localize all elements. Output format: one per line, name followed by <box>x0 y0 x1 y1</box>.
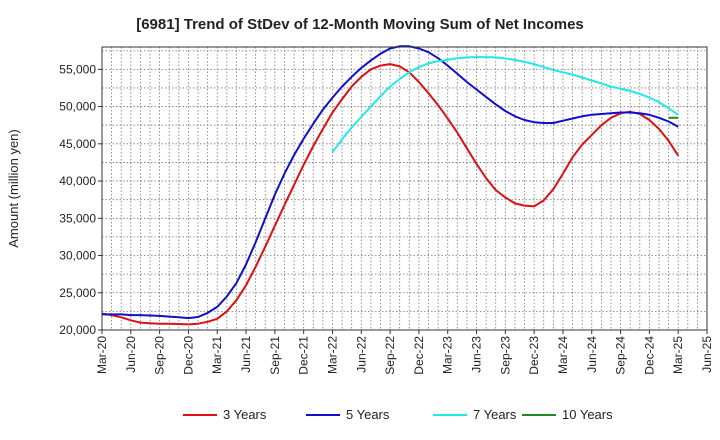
y-tick-label: 20,000 <box>59 323 96 337</box>
series-line-3-years <box>101 63 680 326</box>
x-tick-label: Jun-23 <box>470 336 484 373</box>
x-tick-label: Jun-21 <box>239 336 253 373</box>
x-tick-label: Jun-24 <box>585 336 599 373</box>
x-tick-label: Dec-21 <box>297 336 311 375</box>
legend-label-7-years: 7 Years <box>473 407 517 422</box>
x-tick-label: Mar-24 <box>556 336 570 374</box>
chart-title: [6981] Trend of StDev of 12-Month Moving… <box>136 16 584 33</box>
x-axis: Mar-20 Jun-20 Sep-20 Dec-20 Mar-21 Jun-21 Sep-… <box>95 330 714 375</box>
x-tick-label: Sep-23 <box>498 336 512 375</box>
x-tick-label: Sep-21 <box>268 336 282 375</box>
x-tick-label: Dec-23 <box>527 336 541 375</box>
y-axis-label: Amount (million yen) <box>6 129 21 248</box>
x-tick-label: Mar-23 <box>441 336 455 374</box>
series-lines <box>101 45 680 326</box>
x-tick-label: Mar-21 <box>210 336 224 374</box>
y-tick-label: 55,000 <box>59 62 96 76</box>
plot-frame <box>101 46 708 331</box>
y-tick-label: 25,000 <box>59 286 96 300</box>
legend-label-3-years: 3 Years <box>223 407 267 422</box>
y-tick-label: 50,000 <box>59 100 96 114</box>
y-tick-label: 30,000 <box>59 249 96 263</box>
y-axis: 20,000 25,000 30,000 35,000 40,000 45,000 50,0… <box>59 62 102 337</box>
x-tick-label: Dec-20 <box>181 336 195 375</box>
x-tick-label: Dec-22 <box>412 336 426 375</box>
y-tick-label: 35,000 <box>59 211 96 225</box>
x-tick-label: Sep-22 <box>383 336 397 375</box>
series-line-7-years <box>331 56 679 153</box>
series-line-5-years <box>102 45 679 320</box>
x-tick-label: Jun-20 <box>124 336 138 373</box>
legend: 3 Years 5 Years 7 Years 10 Years <box>183 407 613 422</box>
x-tick-label: Mar-25 <box>671 336 685 374</box>
x-tick-label: Sep-20 <box>153 336 167 375</box>
legend-label-5-years: 5 Years <box>346 407 390 422</box>
y-tick-label: 40,000 <box>59 174 96 188</box>
y-tick-label: 45,000 <box>59 137 96 151</box>
x-tick-label: Sep-24 <box>614 336 628 375</box>
legend-label-10-years: 10 Years <box>562 407 613 422</box>
plot-area <box>102 47 707 330</box>
x-tick-label: Dec-24 <box>642 336 656 375</box>
x-tick-label: Mar-20 <box>95 336 109 374</box>
x-tick-label: Jun-25 <box>700 336 714 373</box>
x-tick-label: Jun-22 <box>354 336 368 373</box>
x-tick-label: Mar-22 <box>325 336 339 374</box>
grid-lines <box>102 47 707 330</box>
